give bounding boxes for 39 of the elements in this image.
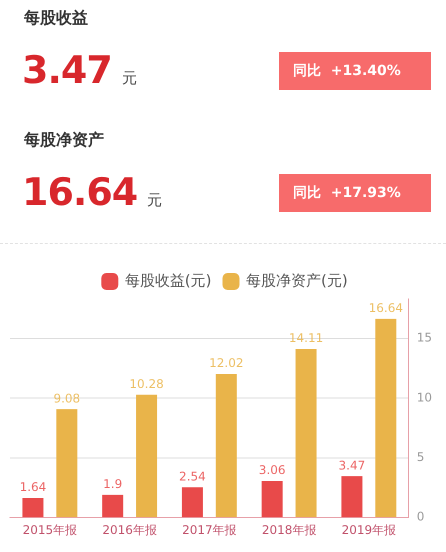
x-tick-label: 2019年报 — [342, 522, 396, 537]
bar — [102, 494, 124, 518]
text: 元 — [122, 69, 137, 88]
bar — [262, 481, 283, 518]
text: 每股收益 — [24, 8, 88, 29]
text: 每股净资产 — [24, 130, 104, 151]
bar — [22, 498, 44, 518]
legend-label: 每股净资产(元) — [246, 271, 348, 290]
x-tick-label: 2018年报 — [262, 522, 316, 537]
data-label: 3.47 — [338, 458, 366, 472]
legend-label: 每股收益(元) — [124, 271, 212, 290]
data-label: 1.9 — [103, 477, 122, 492]
bar — [375, 318, 396, 518]
text: 同比 +13.40% — [279, 52, 431, 90]
y-tick-label: 15 — [416, 330, 432, 345]
bar — [56, 409, 78, 518]
bar — [216, 374, 237, 518]
data-label: 1.64 — [20, 480, 46, 494]
bar — [182, 487, 203, 518]
data-label: 9.08 — [53, 391, 80, 406]
data-label: 16.64 — [368, 300, 403, 315]
x-tick-label: 2015年报 — [22, 522, 78, 537]
text: 同比 +17.93% — [279, 174, 431, 212]
bar — [296, 349, 317, 518]
y-tick-label: 10 — [416, 390, 432, 404]
data-label: 10.28 — [129, 376, 164, 391]
x-tick-label: 2017年报 — [182, 522, 237, 537]
data-label: 3.06 — [258, 463, 286, 478]
text: 元 — [147, 191, 162, 210]
text: 3.47 — [22, 48, 112, 92]
text: 16.64 — [22, 170, 138, 214]
bar — [341, 476, 362, 518]
x-tick-label: 2016年报 — [102, 522, 157, 537]
data-label: 2.54 — [179, 469, 206, 484]
y-tick-label: 5 — [416, 450, 424, 464]
data-label: 12.02 — [209, 356, 244, 370]
data-label: 14.11 — [288, 331, 324, 346]
y-tick-label: 0 — [416, 510, 424, 524]
bar — [136, 394, 158, 518]
